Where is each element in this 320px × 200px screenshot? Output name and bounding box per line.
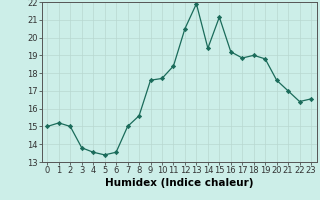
X-axis label: Humidex (Indice chaleur): Humidex (Indice chaleur) xyxy=(105,178,253,188)
